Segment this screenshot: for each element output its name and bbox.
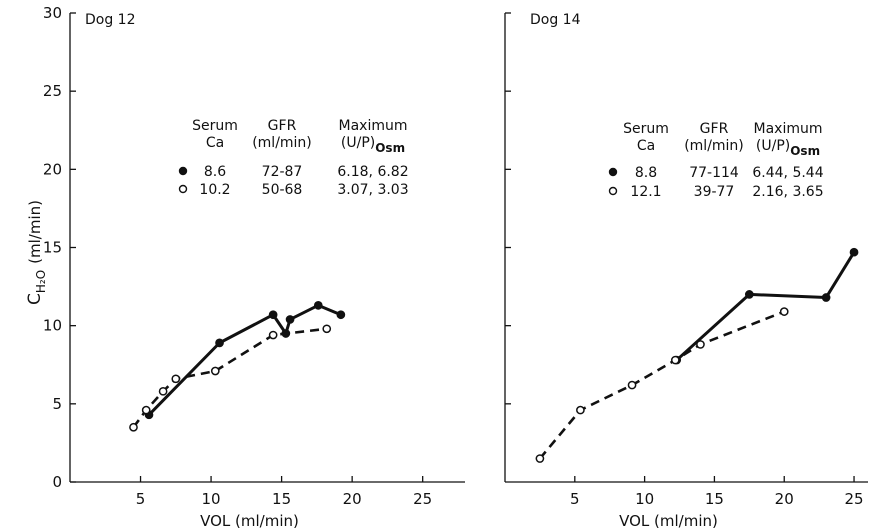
legend-max-value: 2.16, 3.65 xyxy=(752,184,823,200)
x-tick-label: 20 xyxy=(343,490,362,508)
data-point xyxy=(849,247,859,257)
legend-gfr-value: 77-114 xyxy=(689,165,739,181)
data-point xyxy=(285,315,295,324)
legend-header-line2: Ca xyxy=(637,138,655,154)
legend-header: Serum xyxy=(623,121,669,137)
y-tick-label: 0 xyxy=(52,473,62,491)
legend-header-line2: (U/P) xyxy=(756,138,790,154)
x-tick-label: 10 xyxy=(635,490,654,508)
legend-header-sub: Ca xyxy=(637,138,655,154)
panel-title: Dog 12 xyxy=(85,12,136,28)
series-open xyxy=(535,307,789,463)
legend-header: Maximum xyxy=(339,118,408,134)
x-tick-label: 10 xyxy=(202,490,221,508)
y-axis-title: CH₂O (ml/min) xyxy=(25,200,48,305)
legend-marker-open xyxy=(178,184,188,194)
x-tick-label: 20 xyxy=(775,490,794,508)
x-axis-title: VOL (ml/min) xyxy=(619,512,718,530)
data-point xyxy=(268,330,278,340)
legend-max-value: 3.07, 3.03 xyxy=(337,182,408,198)
x-tick-label: 15 xyxy=(705,490,724,508)
legend-header-sub: Ca xyxy=(206,135,224,151)
x-tick-label: 25 xyxy=(844,490,863,508)
y-axis-title-sub: H₂O xyxy=(34,270,48,293)
x-axis-title: VOL (ml/min) xyxy=(200,512,299,530)
y-tick-label: 10 xyxy=(43,317,62,335)
legend-header: Maximum xyxy=(754,121,823,137)
data-point xyxy=(210,366,220,376)
legend-header-sub: (ml/min) xyxy=(684,138,744,154)
legend-header-line2: (ml/min) xyxy=(252,135,312,151)
data-point xyxy=(322,324,332,334)
legend-header: GFR xyxy=(268,118,297,134)
x-tick-label: 25 xyxy=(413,490,432,508)
data-point xyxy=(129,422,138,432)
data-point xyxy=(627,380,637,390)
legend-ca-value: 8.6 xyxy=(204,164,226,180)
data-point xyxy=(158,386,168,396)
chart-panel-dog-12: 0 5 10 15 20 25 30 5 10 15 20 25 VOL (ml/min) CH₂O (ml… xyxy=(25,4,465,530)
data-point xyxy=(696,340,705,349)
legend-header-sub: (ml/min) xyxy=(252,135,312,151)
legend-header-line2: Ca xyxy=(206,135,224,151)
legend-gfr-value: 39-77 xyxy=(694,184,735,200)
data-point xyxy=(313,300,323,310)
y-tick-label: 30 xyxy=(43,4,62,22)
data-point xyxy=(821,293,831,302)
data-point xyxy=(576,405,585,415)
data-point xyxy=(535,454,545,463)
y-tick-label: 15 xyxy=(43,239,62,257)
series-line xyxy=(675,251,856,362)
legend-header: GFR xyxy=(700,121,729,137)
data-point xyxy=(779,307,789,316)
data-point xyxy=(744,290,754,299)
legend-marker-filled xyxy=(178,166,188,176)
legend-max-value: 6.44, 5.44 xyxy=(752,165,823,181)
data-point xyxy=(171,374,181,384)
legend-header-subscript: Osm xyxy=(375,141,405,155)
legend-header-line2: (ml/min) xyxy=(684,138,744,154)
data-point xyxy=(215,338,224,348)
data-point xyxy=(141,405,151,415)
y-tick-label: 20 xyxy=(43,160,62,178)
legend-header-subscript: Osm xyxy=(790,144,820,158)
y-axis-title-units: (ml/min) xyxy=(26,200,44,264)
legend-ca-value: 10.2 xyxy=(199,182,230,198)
y-axis-title-main: C xyxy=(25,293,45,305)
panel-title: Dog 14 xyxy=(530,12,581,28)
x-tick-label: 5 xyxy=(136,490,146,508)
x-tick-label: 5 xyxy=(570,490,580,508)
legend-header: Serum xyxy=(192,118,238,134)
legend-gfr-value: 72-87 xyxy=(262,164,303,180)
y-tick-label: 5 xyxy=(52,395,62,413)
legend-header-sub: (U/P)Osm xyxy=(341,135,405,155)
legend-max-value: 6.18, 6.82 xyxy=(337,164,408,180)
series-line xyxy=(538,310,785,460)
legend-marker-open xyxy=(608,186,618,196)
legend-marker-filled xyxy=(608,167,618,177)
data-point xyxy=(670,355,680,365)
legend-header-sub: (U/P)Osm xyxy=(756,138,820,158)
data-point xyxy=(336,310,346,320)
legend-ca-value: 8.8 xyxy=(635,165,657,181)
legend-gfr-value: 50-68 xyxy=(262,182,303,198)
legend-header-line2: (U/P) xyxy=(341,135,375,151)
x-tick-label: 15 xyxy=(272,490,291,508)
legend-ca-value: 12.1 xyxy=(630,184,661,200)
y-tick-label: 25 xyxy=(43,82,62,100)
series-open xyxy=(129,324,332,432)
data-point xyxy=(268,310,278,320)
